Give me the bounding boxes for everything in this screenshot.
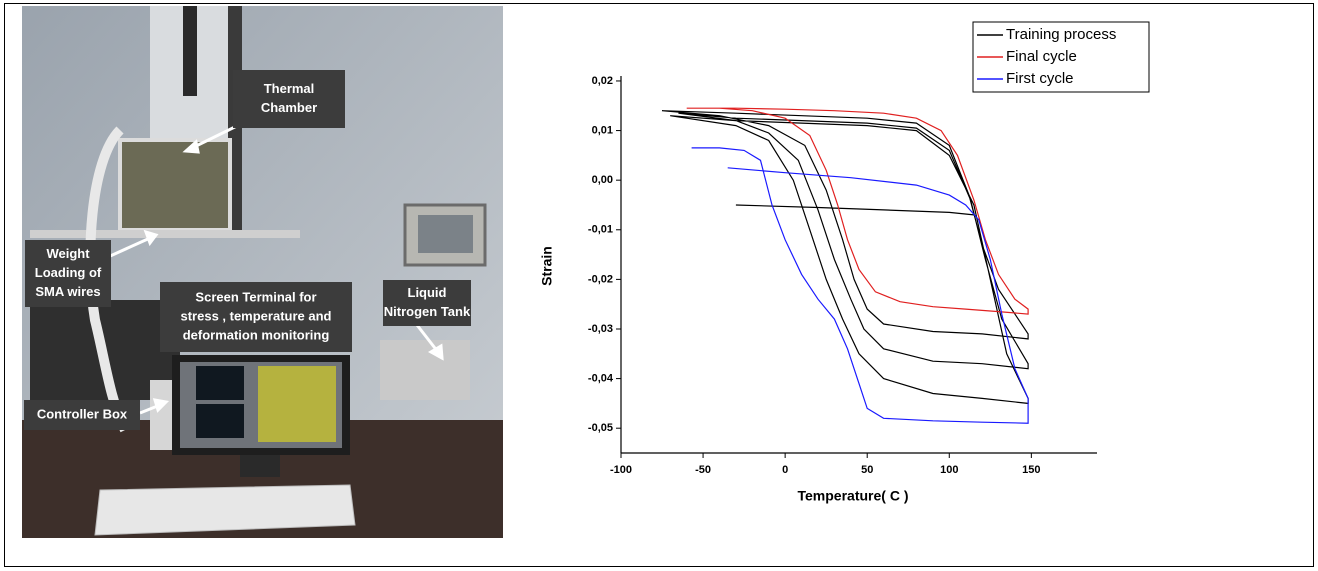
label-box [24,400,140,430]
x-tick-label: 50 [861,464,873,476]
series-line [686,107,1029,315]
series-line [691,147,1029,424]
photo-label: Thermal [264,81,315,96]
photo-label: Liquid [408,285,447,300]
label-box [160,282,352,352]
y-tick-label: -0,01 [588,224,613,236]
photo-label: Weight [46,246,90,261]
x-tick-label: 100 [940,464,958,476]
photo-label: Chamber [261,100,317,115]
x-tick-label: -50 [695,464,711,476]
label-box [25,240,111,307]
y-tick-label: -0,02 [588,273,613,285]
photo-label: stress , temperature and [180,308,331,323]
legend-label: Training process [1006,26,1116,43]
y-tick-label: -0,05 [588,422,613,434]
photo-label: Screen Terminal for [195,289,316,304]
y-tick-label: 0,01 [592,124,613,136]
photo-label: Nitrogen Tank [384,304,471,319]
x-tick-label: 0 [782,464,788,476]
y-tick-label: -0,03 [588,323,613,335]
y-tick-label: 0,00 [592,174,613,186]
photo-label: Controller Box [37,406,128,421]
label-box [383,280,471,326]
y-tick-label: 0,02 [592,75,613,87]
y-tick-label: -0,04 [588,372,614,384]
photo-label: deformation monitoring [183,327,330,342]
legend-label: First cycle [1006,70,1074,87]
x-tick-label: 150 [1022,464,1040,476]
y-axis-label: Strain [539,246,555,286]
label-box [233,70,345,128]
legend-label: Final cycle [1006,48,1077,65]
photo-label: SMA wires [35,284,100,299]
series-line [661,110,1029,405]
photo [22,6,503,538]
photo-label: Loading of [35,265,102,280]
figure-frame [4,3,1314,567]
x-tick-label: -100 [610,464,632,476]
x-axis-label: Temperature( C ) [798,488,909,504]
